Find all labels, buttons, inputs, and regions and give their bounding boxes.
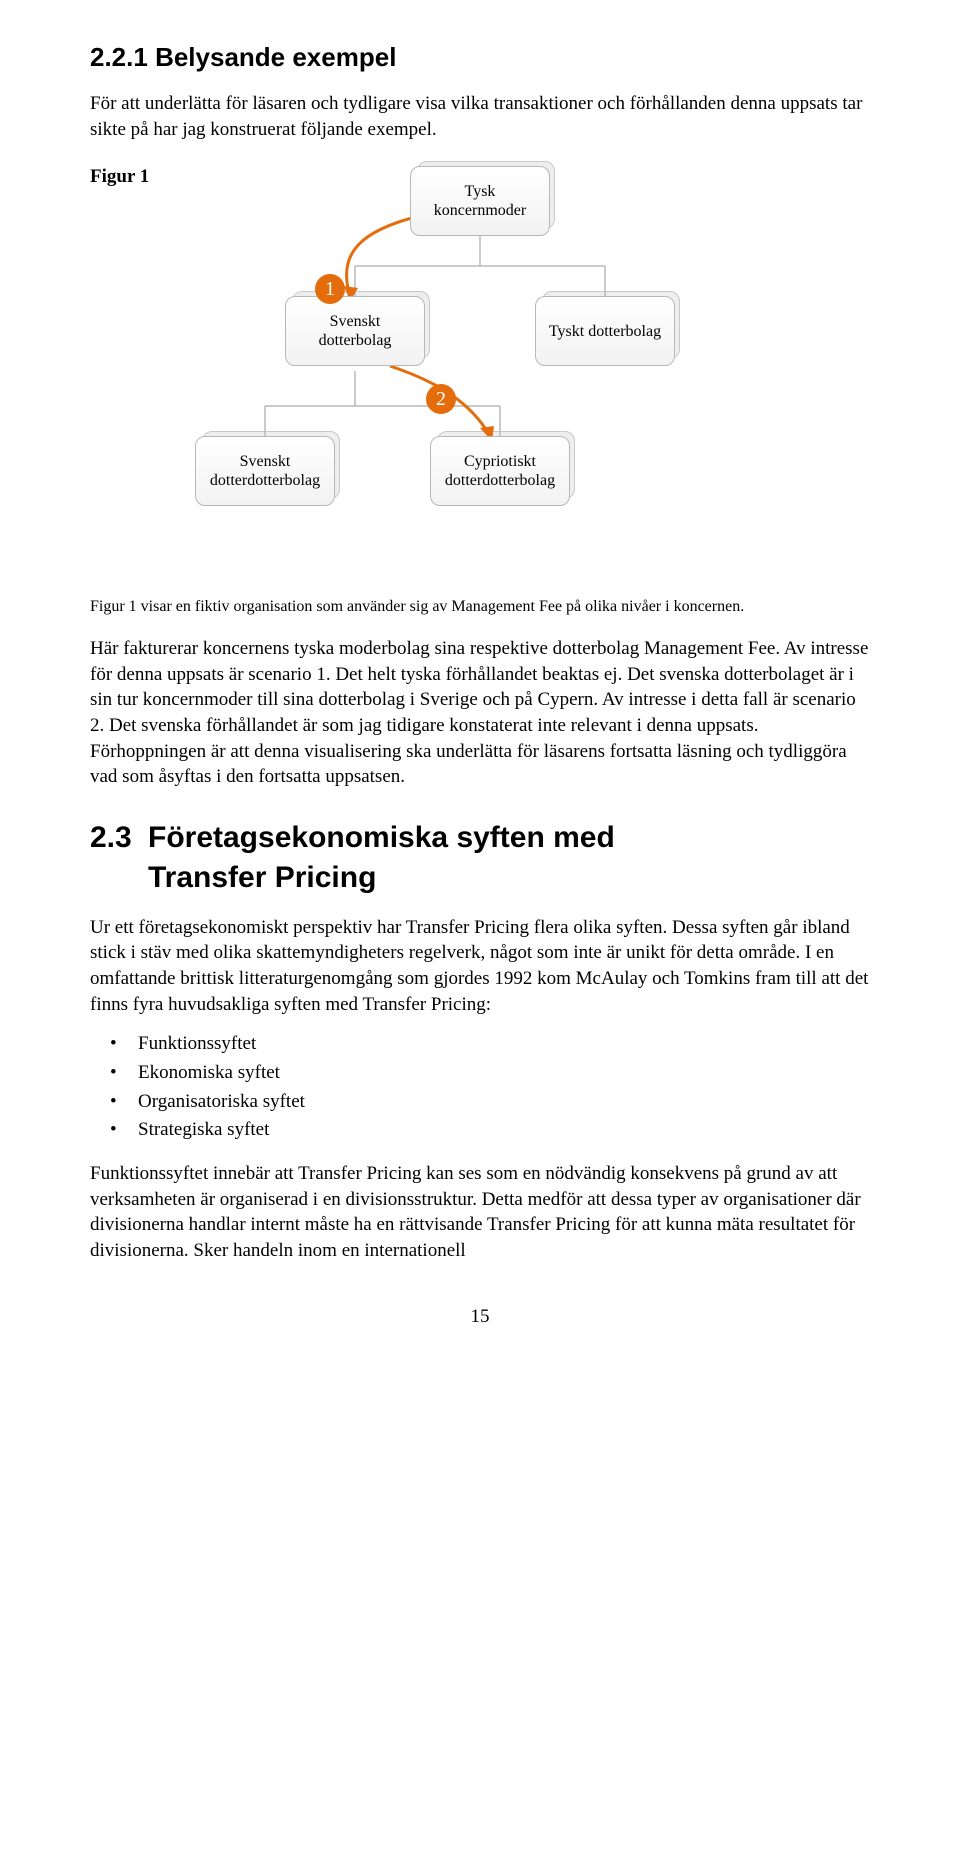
node-rightchild-label: Cypriotiskt dotterdotterbolag	[445, 452, 555, 490]
node-right: Tyskt dotterbolag	[535, 296, 675, 366]
org-chart: Tysk koncernmoder Svenskt dotterbolag Ty…	[240, 156, 720, 576]
node-right-label: Tyskt dotterbolag	[549, 322, 661, 341]
list-item-label: Strategiska syftet	[138, 1119, 269, 1140]
heading-2-3-number: 2.3	[90, 818, 148, 859]
heading-title: Belysande exempel	[155, 42, 396, 72]
heading-2-3-title-l2: Transfer Pricing	[148, 861, 376, 894]
bullet-list: Funktionssyftet Ekonomiska syftet Organi…	[138, 1031, 870, 1143]
node-leftchild-label: Svenskt dotterdotterbolag	[210, 452, 320, 490]
section2-para1: Ur ett företagsekonomiskt perspektiv har…	[90, 915, 870, 1018]
node-leftchild: Svenskt dotterdotterbolag	[195, 436, 335, 506]
heading-2-2-1: 2.2.1 Belysande exempel	[90, 40, 870, 75]
list-item: Funktionssyftet	[138, 1031, 870, 1057]
list-item-label: Funktionssyftet	[138, 1033, 256, 1054]
badge-2-label: 2	[436, 386, 446, 413]
node-left-label: Svenskt dotterbolag	[319, 312, 392, 350]
node-root-label: Tysk koncernmoder	[434, 182, 526, 220]
figure-label: Figur 1	[90, 164, 149, 190]
intro-paragraph: För att underlätta för läsaren och tydli…	[90, 91, 870, 142]
list-item-label: Organisatoriska syftet	[138, 1091, 305, 1112]
node-root: Tysk koncernmoder	[410, 166, 550, 236]
body-paragraph-1: Här fakturerar koncernens tyska moderbol…	[90, 636, 870, 790]
list-item: Organisatoriska syftet	[138, 1089, 870, 1115]
section2-para2: Funktionssyftet innebär att Transfer Pri…	[90, 1161, 870, 1264]
node-rightchild: Cypriotiskt dotterdotterbolag	[430, 436, 570, 506]
badge-1-label: 1	[325, 276, 335, 303]
figure-1-wrap: Figur 1 Ty	[90, 156, 870, 586]
list-item: Ekonomiska syftet	[138, 1060, 870, 1086]
heading-number: 2.2.1	[90, 42, 148, 72]
list-item: Strategiska syftet	[138, 1117, 870, 1143]
heading-2-3: 2.3Företagsekonomiska syften med Transfer…	[90, 818, 870, 899]
page-number: 15	[90, 1304, 870, 1330]
figure-caption: Figur 1 visar en fiktiv organisation som…	[90, 596, 870, 618]
list-item-label: Ekonomiska syftet	[138, 1062, 280, 1083]
heading-2-3-title-l1: Företagsekonomiska syften med	[148, 821, 615, 854]
node-left: Svenskt dotterbolag	[285, 296, 425, 366]
